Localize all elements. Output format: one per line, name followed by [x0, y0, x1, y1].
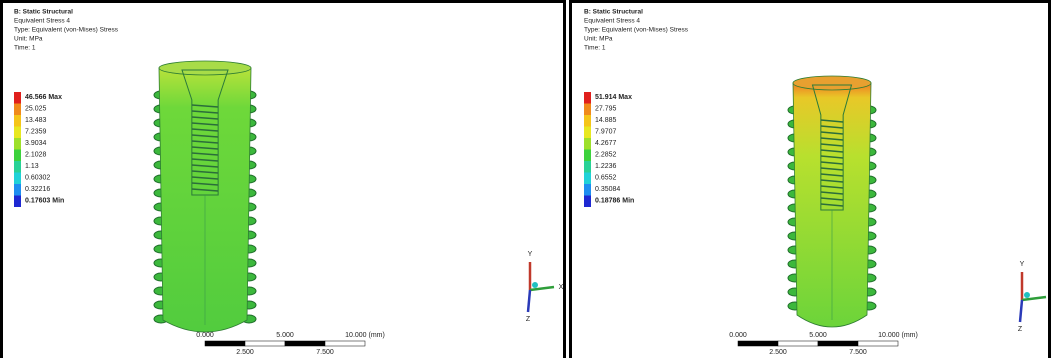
scale-label: 2.500: [236, 349, 254, 356]
legend-label: 0.17603 Min: [25, 197, 64, 204]
scale-segment: [325, 341, 365, 346]
scale-label: 5.000: [276, 332, 294, 339]
header-line: Type: Equivalent (von-Mises) Stress: [14, 27, 119, 34]
scale-label: 10.000 (mm): [878, 332, 918, 339]
triad-label: X: [559, 284, 564, 291]
scale-segment: [245, 341, 285, 346]
legend-label: 1.2236: [595, 163, 617, 170]
legend-swatch: [584, 104, 591, 116]
triad-label: Y: [1020, 261, 1025, 268]
legend-swatch: [14, 127, 21, 139]
legend-label: 0.60302: [25, 174, 50, 181]
implant-top: [159, 61, 251, 75]
legend-label: 7.2359: [25, 128, 47, 135]
scale-label: 0.000: [196, 332, 214, 339]
legend-swatch: [14, 150, 21, 162]
legend-label: 2.1028: [25, 151, 47, 158]
panel-border: [2, 2, 565, 359]
scale-segment: [858, 341, 898, 346]
legend-label: 27.795: [595, 105, 617, 112]
legend-swatch: [584, 150, 591, 162]
legend-swatch: [14, 173, 21, 185]
legend-label: 13.483: [25, 117, 47, 124]
scale-segment: [205, 341, 245, 346]
legend-swatch: [584, 196, 591, 208]
scale-label: 7.500: [316, 349, 334, 356]
page: {"panels": [ {"header": ["B: Static Stru…: [0, 0, 1051, 358]
implant: [154, 61, 256, 332]
scale-label: 0.000: [729, 332, 747, 339]
legend-swatch: [14, 196, 21, 208]
legend-label: 3.9034: [25, 140, 47, 147]
header-line: Equivalent Stress 4: [584, 18, 640, 25]
legend-swatch: [584, 127, 591, 139]
legend-swatch: [14, 161, 21, 173]
scale-label: 5.000: [809, 332, 827, 339]
triad-label: Y: [528, 251, 533, 258]
figure: B: Static Structural Equivalent Stress 4 T…: [0, 0, 1051, 358]
header-line: Unit: MPa: [584, 36, 613, 43]
scale-segment: [778, 341, 818, 346]
scale-segment: [738, 341, 778, 346]
legend-swatch: [14, 104, 21, 116]
triad-label: Z: [526, 316, 531, 323]
legend-label: 1.13: [25, 163, 39, 170]
header-line: Time: 1: [14, 45, 36, 52]
header-line: Type: Equivalent (von-Mises) Stress: [584, 27, 689, 34]
scale-label: 7.500: [849, 349, 867, 356]
header-line: Equivalent Stress 4: [14, 18, 70, 25]
legend-swatch: [584, 161, 591, 173]
scale-segment: [285, 341, 325, 346]
legend-swatch: [584, 115, 591, 127]
legend-label: 0.32216: [25, 186, 50, 193]
implant-top: [793, 76, 871, 90]
legend-label: 46.566 Max: [25, 94, 62, 101]
legend-swatch: [14, 115, 21, 127]
scale-label: 2.500: [769, 349, 787, 356]
legend-label: 0.18786 Min: [595, 197, 634, 204]
legend-swatch: [14, 92, 21, 104]
implant: [788, 76, 876, 327]
triad-origin: [532, 282, 538, 288]
triad-origin: [1024, 292, 1030, 298]
legend-swatch: [584, 184, 591, 196]
legend-swatch: [584, 92, 591, 104]
legend-label: 0.35084: [595, 186, 620, 193]
legend-label: 7.9707: [595, 128, 617, 135]
legend-label: 25.025: [25, 105, 47, 112]
triad-label: Z: [1018, 326, 1023, 333]
scale-label: 10.000 (mm): [345, 332, 385, 339]
legend-label: 4.2677: [595, 140, 617, 147]
header-line: Time: 1: [584, 45, 606, 52]
legend-label: 2.2852: [595, 151, 617, 158]
legend-label: 14.885: [595, 117, 617, 124]
legend-swatch: [584, 138, 591, 150]
legend-label: 0.6552: [595, 174, 617, 181]
legend-label: 51.914 Max: [595, 94, 632, 101]
legend-swatch: [14, 184, 21, 196]
legend-swatch: [584, 173, 591, 185]
header-line: Unit: MPa: [14, 36, 43, 43]
header-line: B: Static Structural: [14, 9, 73, 16]
scale-segment: [818, 341, 858, 346]
header-line: B: Static Structural: [584, 9, 643, 16]
legend-swatch: [14, 138, 21, 150]
